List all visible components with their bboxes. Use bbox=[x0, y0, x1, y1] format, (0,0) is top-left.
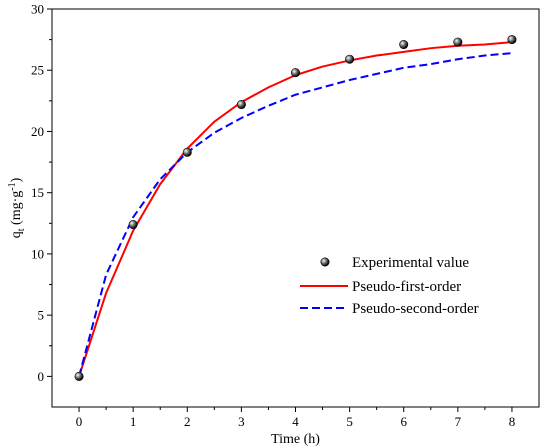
y-axis-title-unit-close: ) bbox=[9, 177, 24, 182]
x-axis-ticks: 0 1 2 3 4 5 6 7 8 bbox=[76, 407, 515, 429]
x-tick-label: 0 bbox=[76, 414, 83, 429]
data-point bbox=[453, 37, 463, 47]
y-axis-title-sub: t bbox=[16, 228, 27, 231]
data-point bbox=[74, 371, 84, 381]
y-tick-label: 30 bbox=[31, 2, 44, 17]
x-tick-label: 7 bbox=[455, 414, 462, 429]
y-tick-label: 5 bbox=[38, 308, 45, 323]
x-tick-label: 8 bbox=[509, 414, 516, 429]
x-tick-label: 6 bbox=[400, 414, 407, 429]
legend-label-first-order: Pseudo-first-order bbox=[352, 279, 461, 295]
y-axis-ticks: 0 5 10 15 20 25 30 bbox=[31, 2, 52, 384]
series-line-2 bbox=[78, 52, 513, 377]
y-axis-title: qt (mg·g-1) bbox=[7, 177, 27, 238]
data-point bbox=[128, 220, 138, 230]
series-layer bbox=[74, 35, 517, 381]
legend-item-first-order: Pseudo-first-order bbox=[300, 279, 461, 295]
x-tick-label: 3 bbox=[238, 414, 245, 429]
data-point bbox=[507, 35, 517, 45]
y-axis-title-base: q bbox=[9, 231, 24, 238]
x-tick-label: 5 bbox=[346, 414, 353, 429]
y-tick-label: 0 bbox=[38, 369, 45, 384]
series-line-1 bbox=[78, 41, 513, 377]
legend-label-second-order: Pseudo-second-order bbox=[352, 301, 479, 317]
x-axis-title: Time (h) bbox=[271, 432, 320, 447]
y-axis-title-unit-open: (mg·g bbox=[9, 191, 24, 229]
legend-item-experimental: Experimental value bbox=[320, 255, 469, 271]
data-point bbox=[290, 68, 300, 78]
data-point bbox=[236, 100, 246, 110]
y-axis-title-unit-sup: -1 bbox=[7, 182, 18, 190]
x-tick-label: 1 bbox=[130, 414, 137, 429]
y-tick-label: 25 bbox=[31, 63, 44, 78]
y-tick-label: 10 bbox=[31, 246, 44, 261]
y-tick-label: 15 bbox=[31, 185, 44, 200]
y-tick-label: 20 bbox=[31, 124, 44, 139]
legend: Experimental value Pseudo-first-order Ps… bbox=[300, 255, 479, 317]
data-point bbox=[345, 54, 355, 64]
x-tick-label: 4 bbox=[292, 414, 299, 429]
legend-marker-experimental bbox=[320, 257, 330, 267]
data-point bbox=[399, 40, 409, 50]
legend-label-experimental: Experimental value bbox=[352, 255, 469, 271]
data-point bbox=[182, 147, 192, 157]
legend-item-second-order: Pseudo-second-order bbox=[300, 301, 479, 317]
x-tick-label: 2 bbox=[184, 414, 191, 429]
